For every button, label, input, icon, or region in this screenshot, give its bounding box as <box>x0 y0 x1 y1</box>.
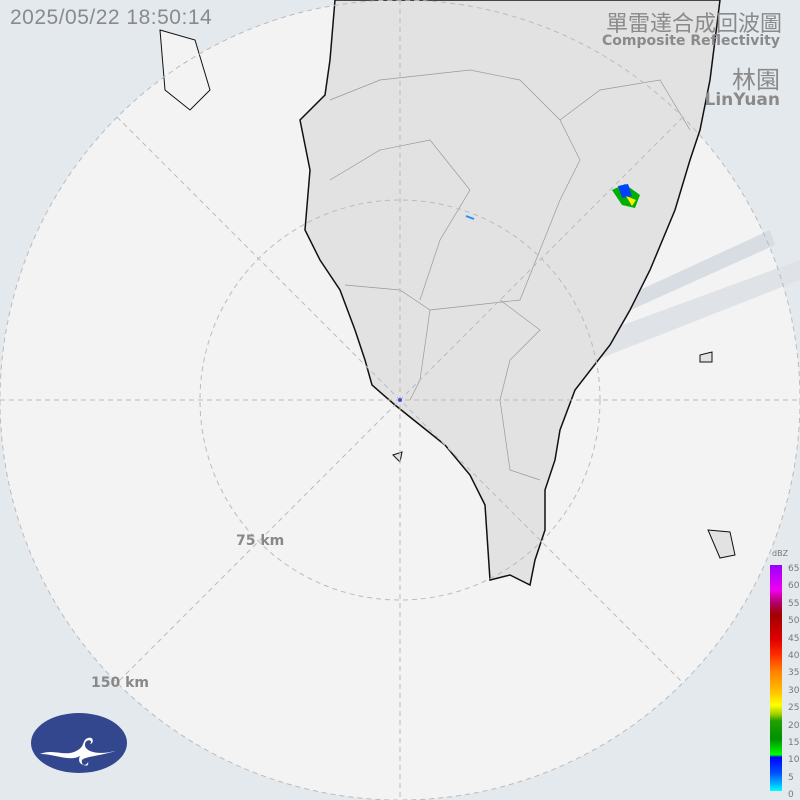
colorbar-tick: 45 <box>788 633 800 644</box>
colorbar-tick: 20 <box>788 720 800 731</box>
colorbar-tick: 55 <box>788 598 800 609</box>
ring-label-150: 150 km <box>91 675 149 691</box>
product-title-zh: 單雷達合成回波圖 <box>605 12 782 37</box>
station-name-zh: 林園 <box>732 66 780 94</box>
timestamp: 2025/05/22 18:50:14 <box>10 6 213 29</box>
echo-cells <box>398 184 640 402</box>
colorbar-tick: 0 <box>788 790 794 800</box>
colorbar-tick: 5 <box>788 772 794 783</box>
ring-label-75: 75 km <box>236 533 285 549</box>
colorbar-tick: 10 <box>788 755 800 766</box>
colorbar-tick: 15 <box>788 738 800 748</box>
colorbar-tick: 35 <box>788 668 800 679</box>
green-island <box>699 351 713 363</box>
taiwan-land <box>299 0 721 587</box>
product-title-en: Composite Reflectivity <box>602 33 780 49</box>
colorbar-tick: 30 <box>788 685 800 696</box>
colorbar-unit: dBZ <box>772 549 789 558</box>
station-name-en: LinYuan <box>704 90 780 110</box>
orchid-island <box>707 529 736 559</box>
colorbar-tick: 50 <box>788 616 800 627</box>
colorbar-tick: 40 <box>788 651 800 661</box>
colorbar-tick: 25 <box>788 703 800 714</box>
reflectivity-colorbar <box>770 565 782 791</box>
penghu-islands <box>159 29 211 111</box>
weather-bureau-cloud-logo-icon <box>31 713 127 773</box>
colorbar-tick: 65 <box>788 564 800 574</box>
colorbar-tick: 60 <box>788 581 800 592</box>
